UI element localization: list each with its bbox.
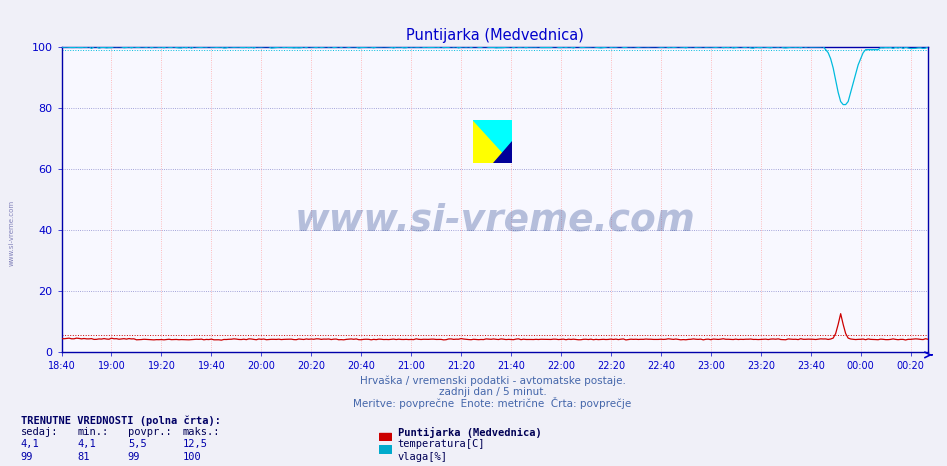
Text: Meritve: povprečne  Enote: metrične  Črta: povprečje: Meritve: povprečne Enote: metrične Črta:… bbox=[353, 397, 632, 410]
Text: maks.:: maks.: bbox=[183, 427, 221, 437]
Text: 100: 100 bbox=[183, 452, 202, 462]
Polygon shape bbox=[474, 120, 512, 163]
Polygon shape bbox=[492, 141, 512, 163]
Text: min.:: min.: bbox=[78, 427, 109, 437]
Text: Hrvaška / vremenski podatki - avtomatske postaje.: Hrvaška / vremenski podatki - avtomatske… bbox=[360, 375, 625, 386]
Text: 99: 99 bbox=[21, 452, 33, 462]
Text: www.si-vreme.com: www.si-vreme.com bbox=[295, 203, 695, 239]
Text: zadnji dan / 5 minut.: zadnji dan / 5 minut. bbox=[438, 387, 546, 397]
Text: 4,1: 4,1 bbox=[21, 439, 40, 449]
Polygon shape bbox=[474, 120, 512, 163]
Bar bbox=[380, 433, 391, 440]
Text: 99: 99 bbox=[128, 452, 140, 462]
Bar bbox=[380, 445, 391, 453]
Text: TRENUTNE VREDNOSTI (polna črta):: TRENUTNE VREDNOSTI (polna črta): bbox=[21, 416, 221, 426]
Text: 4,1: 4,1 bbox=[78, 439, 97, 449]
Text: www.si-vreme.com: www.si-vreme.com bbox=[9, 200, 14, 266]
Text: vlaga[%]: vlaga[%] bbox=[398, 452, 448, 462]
Text: 12,5: 12,5 bbox=[183, 439, 207, 449]
Text: povpr.:: povpr.: bbox=[128, 427, 171, 437]
Text: 5,5: 5,5 bbox=[128, 439, 147, 449]
Title: Puntijarka (Medvednica): Puntijarka (Medvednica) bbox=[406, 27, 583, 43]
Text: Puntijarka (Medvednica): Puntijarka (Medvednica) bbox=[398, 427, 542, 439]
Text: sedaj:: sedaj: bbox=[21, 427, 59, 437]
Text: temperatura[C]: temperatura[C] bbox=[398, 439, 485, 449]
Text: 81: 81 bbox=[78, 452, 90, 462]
